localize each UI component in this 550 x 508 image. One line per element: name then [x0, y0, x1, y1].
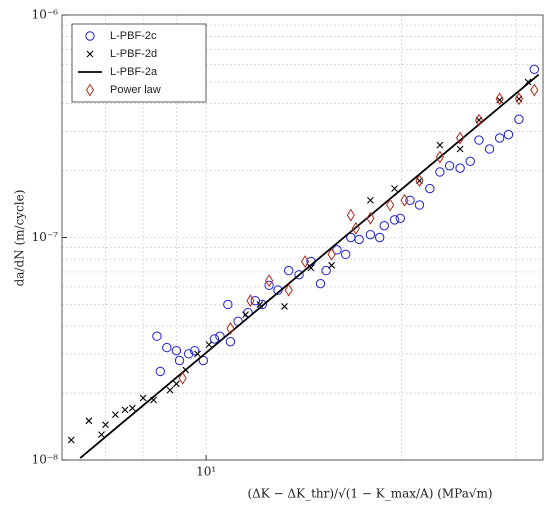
point	[321, 265, 331, 276]
point	[281, 303, 288, 310]
point	[166, 386, 174, 394]
point	[155, 366, 165, 377]
point	[503, 129, 514, 140]
point	[484, 144, 495, 154]
point	[205, 341, 213, 349]
point	[174, 355, 185, 366]
y-tick-label: 10⁻⁸	[32, 453, 59, 467]
legend-swatch	[85, 83, 95, 97]
legend-label: Power law	[110, 84, 161, 96]
point	[173, 380, 180, 388]
point	[242, 311, 249, 319]
point	[400, 193, 409, 207]
point	[465, 156, 475, 167]
point	[294, 270, 304, 280]
point	[139, 394, 147, 402]
x-tick-label: 10¹	[196, 465, 216, 479]
point	[112, 411, 119, 418]
point	[183, 349, 194, 359]
y-tick-label: 10⁻⁷	[32, 230, 59, 244]
point	[351, 221, 360, 235]
fit-line	[79, 73, 540, 459]
point	[198, 355, 208, 366]
point	[178, 371, 187, 385]
point	[474, 135, 484, 145]
point	[405, 195, 415, 205]
point	[529, 64, 540, 75]
legend-swatch	[86, 50, 94, 58]
y-tick-label: 10⁻⁶	[32, 8, 59, 22]
point	[435, 150, 445, 164]
point	[495, 92, 504, 106]
point	[257, 299, 267, 310]
point	[346, 208, 355, 222]
point	[284, 283, 293, 297]
point	[365, 229, 376, 240]
point	[189, 345, 200, 356]
point	[367, 196, 374, 204]
point	[444, 161, 455, 171]
point	[375, 232, 385, 243]
x-axis-label: (ΔK − ΔK_thr)/√(1 − K_max/A) (MPa√m)	[247, 487, 492, 501]
legend: L-PBF-2c L-PBF-2d L-PBF-2a Power law	[71, 23, 207, 103]
point	[102, 421, 109, 429]
point	[152, 331, 162, 341]
point	[425, 183, 435, 194]
point	[300, 255, 310, 268]
legend-label: L-PBF-2c	[110, 30, 157, 42]
point	[514, 114, 524, 124]
legend-swatch	[85, 31, 95, 41]
point	[341, 249, 351, 260]
point	[315, 278, 326, 289]
point	[366, 211, 375, 225]
point	[98, 431, 105, 439]
point	[474, 113, 484, 127]
point	[456, 145, 464, 153]
point	[85, 417, 93, 425]
point	[264, 280, 274, 290]
point	[226, 322, 235, 335]
point	[284, 265, 294, 276]
point	[209, 334, 220, 344]
point	[128, 404, 136, 412]
point	[223, 299, 233, 310]
point	[162, 342, 172, 353]
point	[264, 274, 274, 288]
point	[414, 200, 425, 210]
point	[121, 406, 129, 414]
marks	[67, 64, 540, 459]
point	[250, 295, 260, 306]
y-axis-label: da/dN (m/cycle)	[13, 190, 27, 287]
point	[386, 198, 395, 212]
point	[494, 133, 505, 143]
point	[455, 163, 465, 173]
point	[171, 345, 182, 356]
point	[225, 337, 236, 347]
point	[379, 220, 389, 231]
point	[391, 185, 398, 192]
point	[436, 141, 444, 149]
point	[530, 83, 539, 97]
point	[415, 174, 424, 188]
point	[194, 350, 201, 358]
point	[246, 294, 255, 308]
point	[389, 215, 400, 225]
point	[456, 131, 465, 145]
point	[67, 436, 75, 444]
point	[514, 92, 524, 106]
point	[328, 261, 335, 269]
point	[327, 247, 336, 261]
legend-label: L-PBF-2d	[110, 48, 157, 60]
point	[435, 167, 445, 177]
plot-frame	[61, 14, 544, 461]
point	[354, 234, 364, 245]
point	[395, 213, 405, 223]
legend-label: L-PBF-2a	[110, 66, 158, 78]
